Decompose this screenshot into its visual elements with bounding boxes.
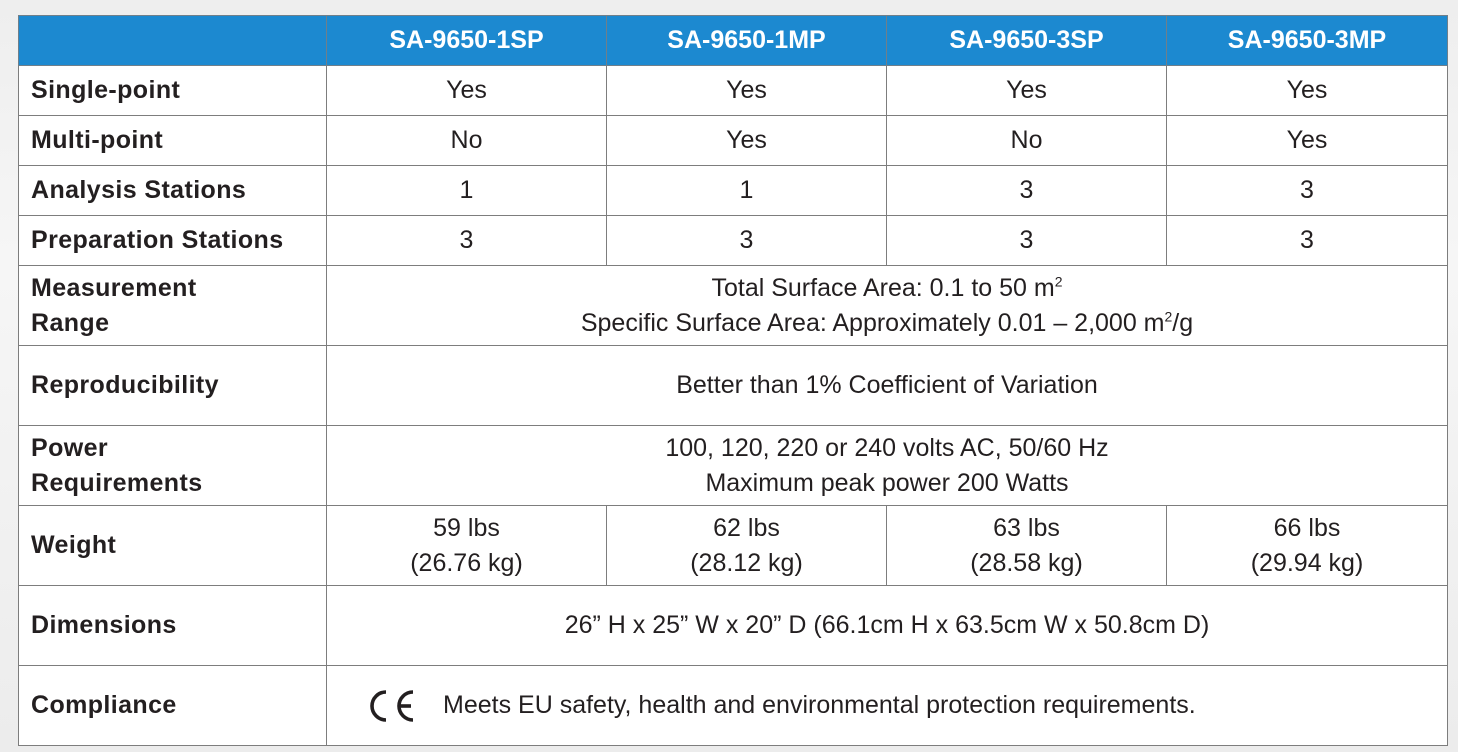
- spec-table: SA-9650-1SP SA-9650-1MP SA-9650-3SP SA-9…: [18, 15, 1448, 746]
- cell-analysis-stations-1sp: 1: [326, 165, 607, 216]
- cell-weight-1sp: 59 lbs (26.76 kg): [326, 505, 607, 586]
- row-multi-point: Multi-point No Yes No Yes: [18, 115, 1448, 166]
- row-label-power: Power Requirements: [18, 425, 327, 506]
- ce-mark-icon: [367, 689, 417, 723]
- cell-reproducibility: Better than 1% Coefficient of Variation: [326, 345, 1448, 426]
- row-label-single-point: Single-point: [18, 65, 327, 116]
- header-model-3sp: SA-9650-3SP: [886, 15, 1167, 66]
- cell-analysis-stations-3mp: 3: [1166, 165, 1448, 216]
- row-reproducibility: Reproducibility Better than 1% Coefficie…: [18, 345, 1448, 426]
- cell-multi-point-1sp: No: [326, 115, 607, 166]
- cell-analysis-stations-1mp: 1: [606, 165, 887, 216]
- measurement-range-specific-line: Specific Surface Area: Approximately 0.0…: [327, 306, 1447, 341]
- row-label-preparation-stations: Preparation Stations: [18, 215, 327, 266]
- cell-preparation-stations-1sp: 3: [326, 215, 607, 266]
- cell-weight-3mp: 66 lbs (29.94 kg): [1166, 505, 1448, 586]
- row-label-multi-point: Multi-point: [18, 115, 327, 166]
- weight-3sp-kg: (28.58 kg): [970, 548, 1083, 577]
- row-label-dimensions: Dimensions: [18, 585, 327, 666]
- measurement-range-specific-sup: 2: [1164, 308, 1173, 325]
- weight-3mp-lbs: 66 lbs: [1273, 513, 1341, 542]
- row-label-power-line2: Requirements: [31, 468, 203, 497]
- power-voltage-line: 100, 120, 220 or 240 volts AC, 50/60 Hz: [665, 433, 1109, 462]
- measurement-range-specific-suffix: /g: [1172, 308, 1194, 337]
- cell-multi-point-3mp: Yes: [1166, 115, 1448, 166]
- row-power: Power Requirements 100, 120, 220 or 240 …: [18, 425, 1448, 506]
- compliance-content: Meets EU safety, health and environmenta…: [327, 688, 1447, 723]
- cell-single-point-1sp: Yes: [326, 65, 607, 116]
- row-label-measurement-range-line2: Range: [31, 308, 110, 337]
- cell-weight-3sp: 63 lbs (28.58 kg): [886, 505, 1167, 586]
- row-label-weight: Weight: [18, 505, 327, 586]
- row-label-compliance: Compliance: [18, 665, 327, 746]
- row-label-measurement-range: Measurement Range: [18, 265, 327, 346]
- row-weight: Weight 59 lbs (26.76 kg) 62 lbs (28.12 k…: [18, 505, 1448, 586]
- cell-dimensions: 26” H x 25” W x 20” D (66.1cm H x 63.5cm…: [326, 585, 1448, 666]
- row-analysis-stations: Analysis Stations 1 1 3 3: [18, 165, 1448, 216]
- cell-compliance: Meets EU safety, health and environmenta…: [326, 665, 1448, 746]
- cell-single-point-1mp: Yes: [606, 65, 887, 116]
- cell-weight-1mp: 62 lbs (28.12 kg): [606, 505, 887, 586]
- cell-measurement-range: Total Surface Area: 0.1 to 50 m2 Specifi…: [326, 265, 1448, 346]
- measurement-range-total-sup: 2: [1054, 273, 1063, 290]
- weight-1mp-lbs: 62 lbs: [713, 513, 780, 542]
- cell-preparation-stations-1mp: 3: [606, 215, 887, 266]
- measurement-range-total-line: Total Surface Area: 0.1 to 50 m2: [327, 271, 1447, 306]
- cell-multi-point-1mp: Yes: [606, 115, 887, 166]
- row-label-measurement-range-line1: Measurement: [31, 273, 197, 302]
- cell-multi-point-3sp: No: [886, 115, 1167, 166]
- measurement-range-specific-text: Specific Surface Area: Approximately 0.0…: [580, 308, 1165, 337]
- measurement-range-total-text: Total Surface Area: 0.1 to 50 m: [711, 273, 1055, 302]
- header-model-3mp: SA-9650-3MP: [1166, 15, 1448, 66]
- row-dimensions: Dimensions 26” H x 25” W x 20” D (66.1cm…: [18, 585, 1448, 666]
- cell-preparation-stations-3mp: 3: [1166, 215, 1448, 266]
- row-compliance: Compliance Meets EU safety, health and e…: [18, 665, 1448, 746]
- cell-single-point-3mp: Yes: [1166, 65, 1448, 116]
- ce-mark-svg: [370, 689, 414, 722]
- cell-preparation-stations-3sp: 3: [886, 215, 1167, 266]
- weight-3sp-lbs: 63 lbs: [993, 513, 1060, 542]
- row-measurement-range: Measurement Range Total Surface Area: 0.…: [18, 265, 1448, 346]
- header-model-1sp: SA-9650-1SP: [326, 15, 607, 66]
- row-single-point: Single-point Yes Yes Yes Yes: [18, 65, 1448, 116]
- weight-3mp-kg: (29.94 kg): [1250, 548, 1364, 577]
- cell-analysis-stations-3sp: 3: [886, 165, 1167, 216]
- row-label-reproducibility: Reproducibility: [18, 345, 327, 426]
- header-model-1mp: SA-9650-1MP: [606, 15, 887, 66]
- compliance-text: Meets EU safety, health and environmenta…: [443, 691, 1196, 719]
- weight-1mp-kg: (28.12 kg): [690, 548, 803, 577]
- weight-1sp-lbs: 59 lbs: [433, 513, 500, 542]
- weight-1sp-kg: (26.76 kg): [410, 548, 523, 577]
- header-row: SA-9650-1SP SA-9650-1MP SA-9650-3SP SA-9…: [18, 15, 1448, 66]
- cell-power: 100, 120, 220 or 240 volts AC, 50/60 Hz …: [326, 425, 1448, 506]
- row-preparation-stations: Preparation Stations 3 3 3 3: [18, 215, 1448, 266]
- row-label-power-line1: Power: [31, 433, 109, 462]
- power-peak-line: Maximum peak power 200 Watts: [705, 468, 1069, 497]
- cell-single-point-3sp: Yes: [886, 65, 1167, 116]
- header-corner-cell: [18, 15, 327, 66]
- row-label-analysis-stations: Analysis Stations: [18, 165, 327, 216]
